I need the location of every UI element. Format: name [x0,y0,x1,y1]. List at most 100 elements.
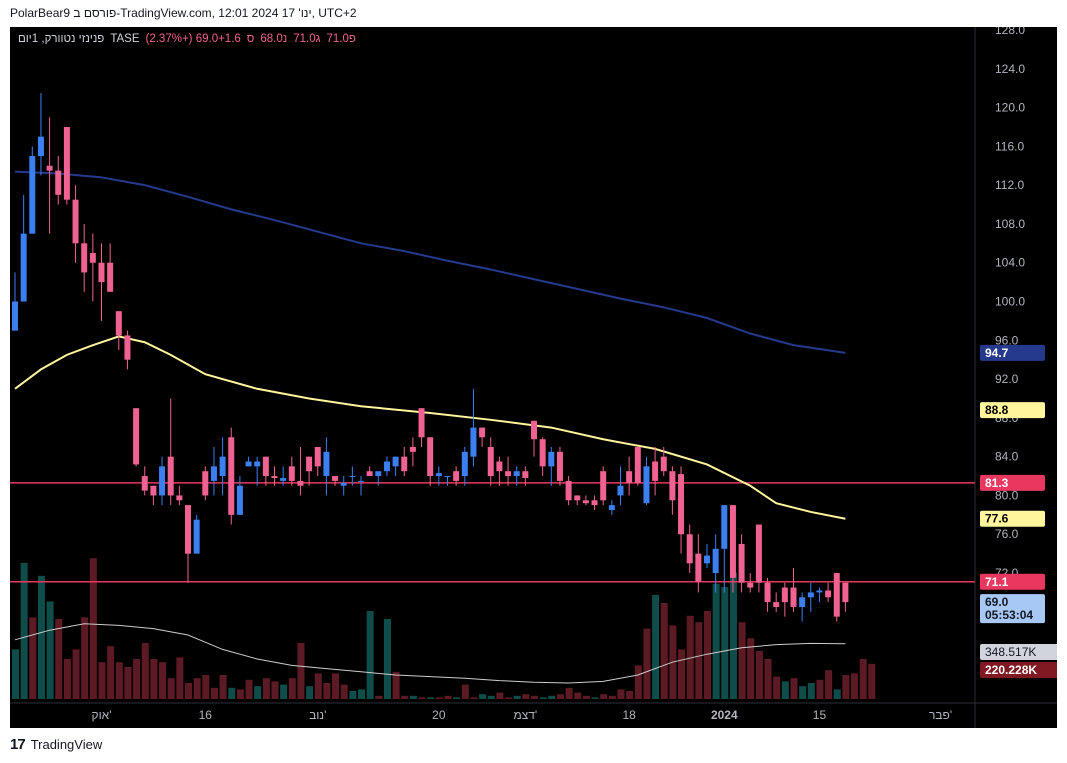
candle-body [755,524,762,583]
candle-body [219,456,226,477]
price-axis: 128.0 124.0 120.0 116.0 112.0 108.0 104.0 100.0… [995,27,1025,580]
volume-bar [202,675,210,699]
volume-bar [271,681,279,699]
footer-brand[interactable]: 17 TradingView [10,736,102,753]
volume-bar [176,657,184,699]
candle-body [236,485,243,515]
candle-body [133,408,140,465]
last-price-label-text: 69.0 [985,595,1009,609]
price-label-bg [980,573,1045,590]
candle-body [781,587,788,603]
candle-body [167,456,174,496]
candle-body [141,476,148,491]
price-label: 94.7 [980,344,1045,361]
candle-body [799,597,806,607]
volume-bar [556,694,564,699]
candle-body [470,427,477,457]
candle-body [89,253,96,263]
volume-bar [747,638,755,699]
candle-body [825,590,832,598]
candle-body [37,136,44,157]
candle-body [202,471,209,496]
volume-bar [306,686,314,699]
symbol-legend: פנינזי נטוורק, 1יום TASE פ71.0 ג71.0 נ68.0 ס6… [18,33,362,45]
volume-bar [366,611,374,699]
price-tick-label: 92.0 [995,372,1019,386]
price-label: 88.8 [980,402,1045,419]
candle-body [704,555,710,564]
time-axis: אוק' 16 נוב' 20 דצמ' 18 2024 15 פבר' [91,708,952,722]
price-label-bg [980,510,1045,527]
candle-body [738,543,745,583]
candle-body [721,505,728,549]
price-label: 81.3 [980,474,1045,491]
volume-bar [375,695,383,699]
volume-bar [383,619,391,699]
last-price-label-text: 05:53:04 [985,608,1033,622]
candle-body [626,471,633,483]
price-chart[interactable]: 128.0 124.0 120.0 116.0 112.0 108.0 104.0 100.0… [10,27,1057,728]
candle-body [686,534,693,564]
volume-bar [505,697,513,699]
price-label-bg [980,474,1045,491]
candle-body [314,446,321,467]
candle-body [712,548,719,574]
candle-body [617,485,624,496]
price-tick-label: 84.0 [995,450,1019,464]
volume-ma-line [14,623,846,684]
legend-change: +1.6 (+2.37%) [145,33,241,45]
volume-bar [141,643,149,699]
candle-body [453,471,460,481]
candle-body [349,476,356,478]
volume-bar [600,694,608,699]
volume-bar [513,695,521,699]
candle-body [600,471,607,501]
time-tick-label: דצמ' [513,708,537,722]
legend-symbol[interactable]: פנינזי נטוורק, 1יום [18,33,105,45]
volume-bar [496,692,504,699]
candle-body [539,439,546,467]
candle-body [20,233,27,302]
volume-bar [695,622,703,699]
candle-body [176,495,183,501]
volume-bar [245,679,253,699]
candle-body [280,478,287,481]
candle-body [98,262,105,283]
candle-body [46,165,53,171]
candle-body [790,587,797,607]
candle-body [323,451,330,477]
volume-bar [340,684,348,699]
volume-bar [738,622,746,699]
volume-bar [150,659,158,699]
volume-bar [297,643,305,699]
candle-body [427,437,434,477]
volume-bar [617,689,625,699]
price-label-text: 71.1 [985,575,1009,589]
volume-bar [418,697,426,699]
volume-bar [539,697,547,699]
volume-bar [799,686,807,699]
price-tick-label: 128.0 [995,27,1025,37]
price-label: 71.1 [980,573,1045,590]
candle-body [383,461,390,472]
candle-body [245,461,252,467]
volume-bar [470,697,478,699]
volume-bar [219,675,227,699]
volume-bar [660,603,668,699]
price-label-text: 77.6 [985,512,1009,526]
volume-bar [781,681,789,699]
candles [12,93,849,622]
volume-value-label-bg [980,662,1057,678]
volume-bar [37,575,45,699]
volume-bar [55,619,63,699]
candle-body [747,582,754,588]
volume-bar [626,691,634,699]
chart-frame[interactable]: 128.0 124.0 120.0 116.0 112.0 108.0 104.0 100.0… [10,27,1057,728]
price-tick-label: 80.0 [995,488,1019,502]
price-tick-label: 116.0 [995,139,1024,153]
candle-body [288,466,295,481]
candle-body [55,170,62,195]
volume-bar [81,617,89,699]
candle-body [591,500,598,506]
time-tick-label: 15 [813,708,827,722]
